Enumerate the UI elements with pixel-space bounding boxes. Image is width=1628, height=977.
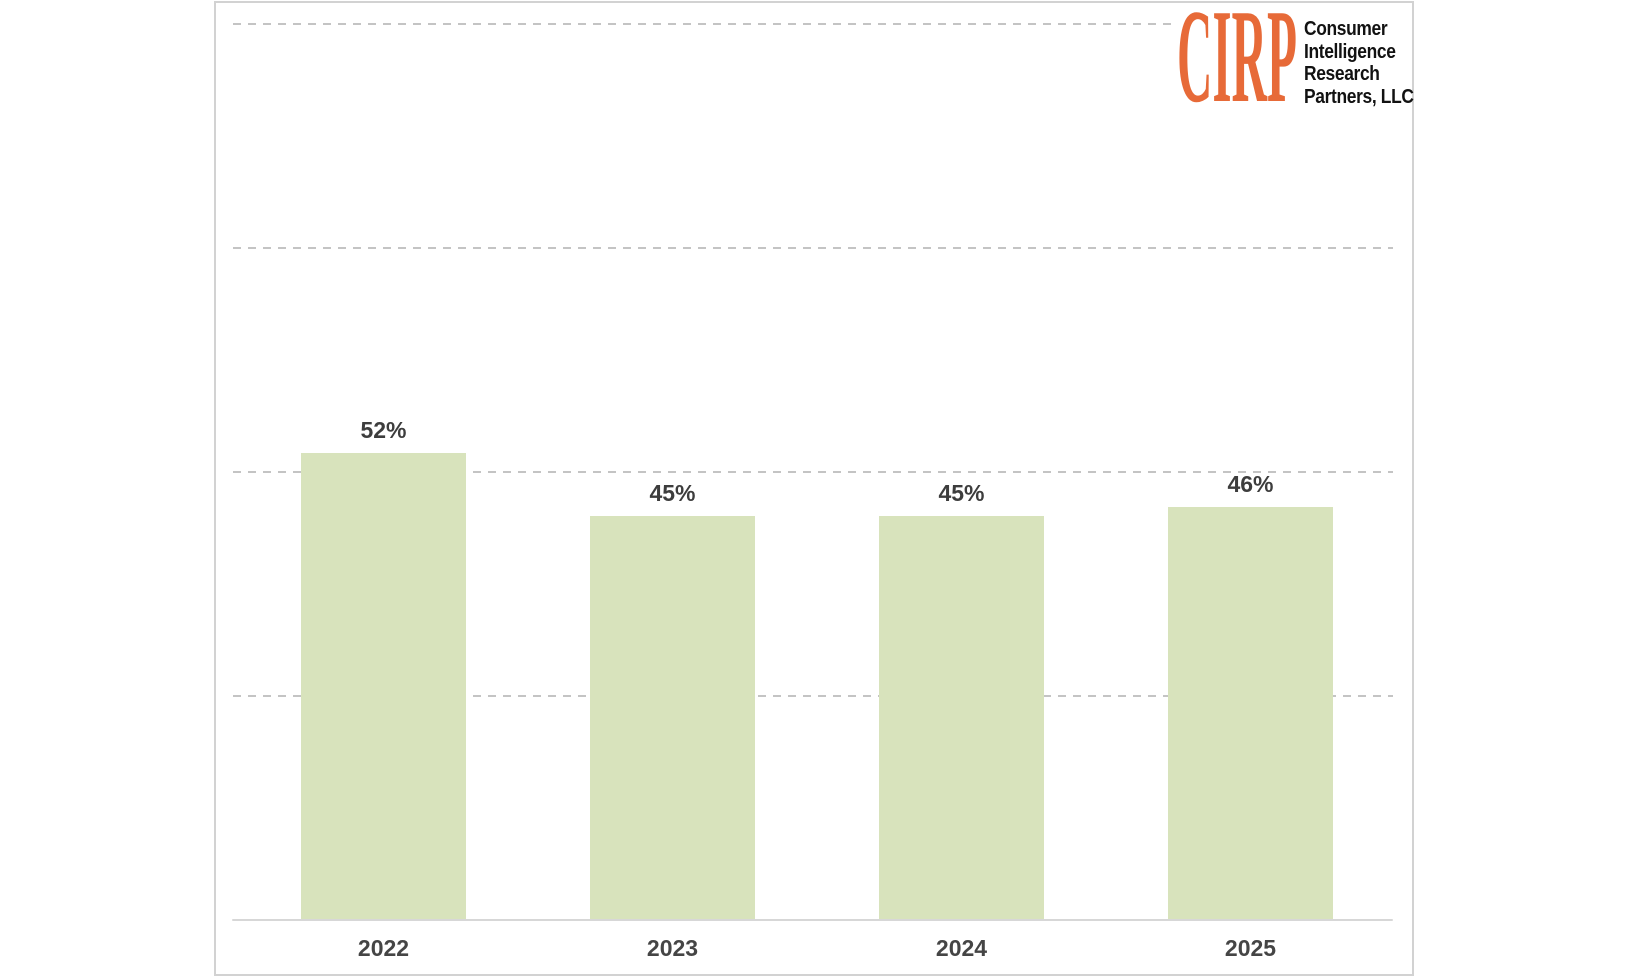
x-axis-label-2023: 2023 — [646, 935, 699, 961]
x-axis-label-2024: 2024 — [935, 935, 988, 961]
bar-value-label-2024: 45% — [938, 479, 985, 506]
bar-2023 — [590, 515, 755, 919]
gridline-75pct — [233, 247, 1393, 249]
x-axis-line — [232, 919, 1393, 921]
gridline-100pct — [233, 23, 1393, 25]
bar-2025 — [1168, 506, 1333, 919]
cirp-logo-mark: CIRP — [1177, 0, 1297, 130]
logo-org-line: Research — [1304, 63, 1380, 85]
chart-frame: 52% 2022 45% 2023 45% 2024 46% 2025 CIRP Consum… — [214, 0, 1414, 976]
logo-org-line: Consumer — [1304, 18, 1388, 40]
bar-value-label-2025: 46% — [1227, 470, 1274, 497]
cirp-logo-org-name: Consumer Intelligence Research Partners,… — [1304, 18, 1414, 108]
bar-2022 — [301, 453, 466, 919]
cirp-logo-text: CIRP — [1177, 0, 1297, 130]
bar-2024 — [879, 515, 1044, 919]
logo-org-line: Partners, LLC — [1304, 85, 1414, 108]
gridline-50pct — [233, 471, 1393, 473]
cirp-logo: CIRP Consumer Intelligence Research Part… — [1174, 0, 1414, 130]
bar-value-label-2023: 45% — [649, 479, 696, 506]
x-axis-label-2022: 2022 — [357, 935, 410, 961]
x-axis-label-2025: 2025 — [1224, 935, 1277, 961]
logo-org-line: Intelligence — [1304, 40, 1396, 63]
gridline-25pct — [233, 695, 1393, 697]
plot-area: 52% 2022 45% 2023 45% 2024 46% 2025 — [216, 3, 1412, 974]
bar-value-label-2022: 52% — [360, 417, 407, 444]
